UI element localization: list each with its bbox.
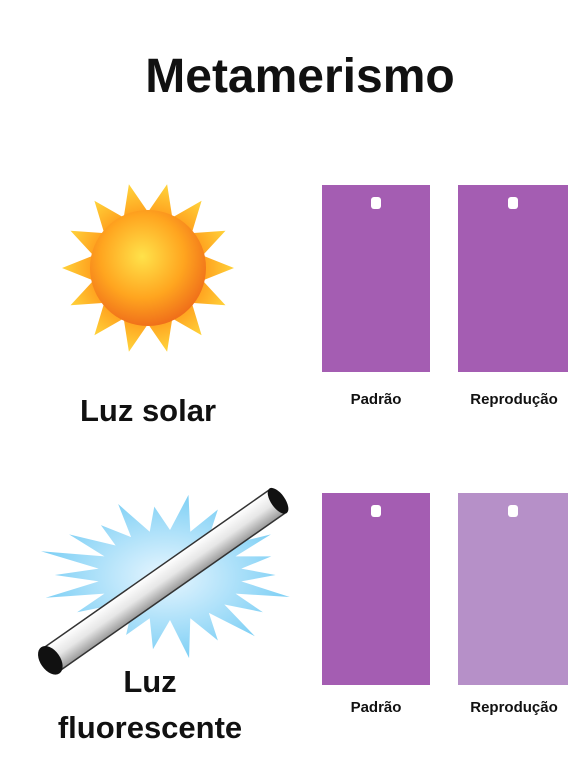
- title: Metamerismo: [145, 50, 454, 103]
- sun-disc: [90, 210, 206, 326]
- row-label: Luz: [123, 664, 176, 699]
- swatch: [458, 493, 568, 685]
- swatch: [322, 185, 430, 372]
- row-label: Luz solar: [80, 393, 216, 428]
- tube-icon: [33, 484, 293, 679]
- swatch-label: Reprodução: [470, 699, 558, 716]
- row-label: fluorescente: [58, 710, 242, 745]
- swatch: [322, 493, 430, 685]
- swatch-label: Reprodução: [470, 391, 558, 408]
- swatch: [458, 185, 568, 372]
- sun-icon: [62, 184, 234, 352]
- diagram: Metamerismo Luz solar Luz fluorescente P…: [0, 0, 584, 767]
- swatch-label: Padrão: [351, 391, 402, 408]
- swatch-label: Padrão: [351, 699, 402, 716]
